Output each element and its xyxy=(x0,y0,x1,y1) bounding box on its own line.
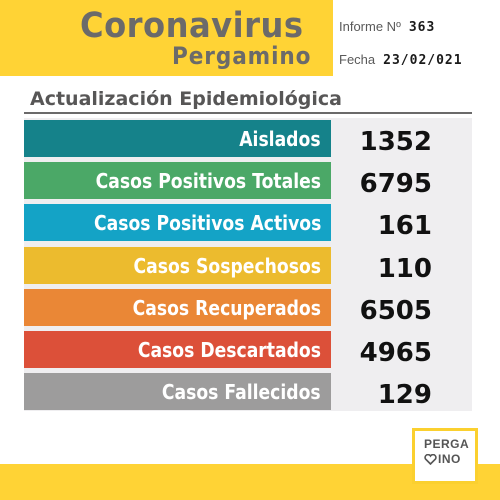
report-info: Informe Nº 363 xyxy=(339,19,435,35)
logo-line-2: INO xyxy=(438,452,461,466)
stat-value: 6505 xyxy=(359,296,432,326)
stat-row-recuperados: Casos Recuperados 6505 xyxy=(24,289,472,326)
stat-row-descartados: Casos Descartados 4965 xyxy=(24,331,472,368)
stat-row-sospechosos: Casos Sospechosos 110 xyxy=(24,247,472,284)
stat-value: 129 xyxy=(377,380,432,410)
date-info: Fecha 23/02/021 xyxy=(339,52,463,68)
stat-bar: Casos Descartados xyxy=(24,331,331,368)
stat-label: Casos Fallecidos xyxy=(162,379,321,404)
stat-label: Casos Recuperados xyxy=(132,295,321,320)
stat-label: Aislados xyxy=(239,126,321,151)
logo-line-1: PERGA xyxy=(424,437,470,451)
page-subtitle: Pergamino xyxy=(172,42,312,70)
report-number: 363 xyxy=(408,20,436,35)
stat-label: Casos Descartados xyxy=(137,337,321,362)
stat-bar: Casos Positivos Activos xyxy=(24,204,331,241)
section-divider xyxy=(24,112,472,114)
stat-row-aislados: Aislados 1352 xyxy=(24,120,472,157)
date-label: Fecha xyxy=(339,52,376,67)
stat-bar: Casos Positivos Totales xyxy=(24,162,331,199)
logo-line-2-wrap: INO xyxy=(424,452,475,467)
stat-value: 6795 xyxy=(359,169,432,199)
stat-bar: Casos Fallecidos xyxy=(24,373,331,410)
stat-value: 4965 xyxy=(359,338,432,368)
header-banner: Coronavirus Pergamino xyxy=(0,0,333,76)
stat-value: 161 xyxy=(377,211,432,241)
stat-bar: Casos Sospechosos xyxy=(24,247,331,284)
stat-row-positivos-activos: Casos Positivos Activos 161 xyxy=(24,204,472,241)
stat-value: 1352 xyxy=(359,127,432,157)
stat-label: Casos Sospechosos xyxy=(133,253,321,278)
date-value: 23/02/021 xyxy=(383,53,463,68)
stat-value: 110 xyxy=(377,254,432,284)
report-label: Informe Nº xyxy=(339,19,401,34)
stat-label: Casos Positivos Activos xyxy=(93,210,321,235)
stat-bar: Aislados xyxy=(24,120,331,157)
stat-row-positivos-totales: Casos Positivos Totales 6795 xyxy=(24,162,472,199)
stat-bar: Casos Recuperados xyxy=(24,289,331,326)
heart-icon xyxy=(424,454,437,466)
stat-label: Casos Positivos Totales xyxy=(95,168,321,193)
stat-row-fallecidos: Casos Fallecidos 129 xyxy=(24,373,472,410)
page-title: Coronavirus xyxy=(80,6,304,46)
section-title: Actualización Epidemiológica xyxy=(30,88,342,110)
pergamino-logo: PERGA INO xyxy=(412,428,478,484)
